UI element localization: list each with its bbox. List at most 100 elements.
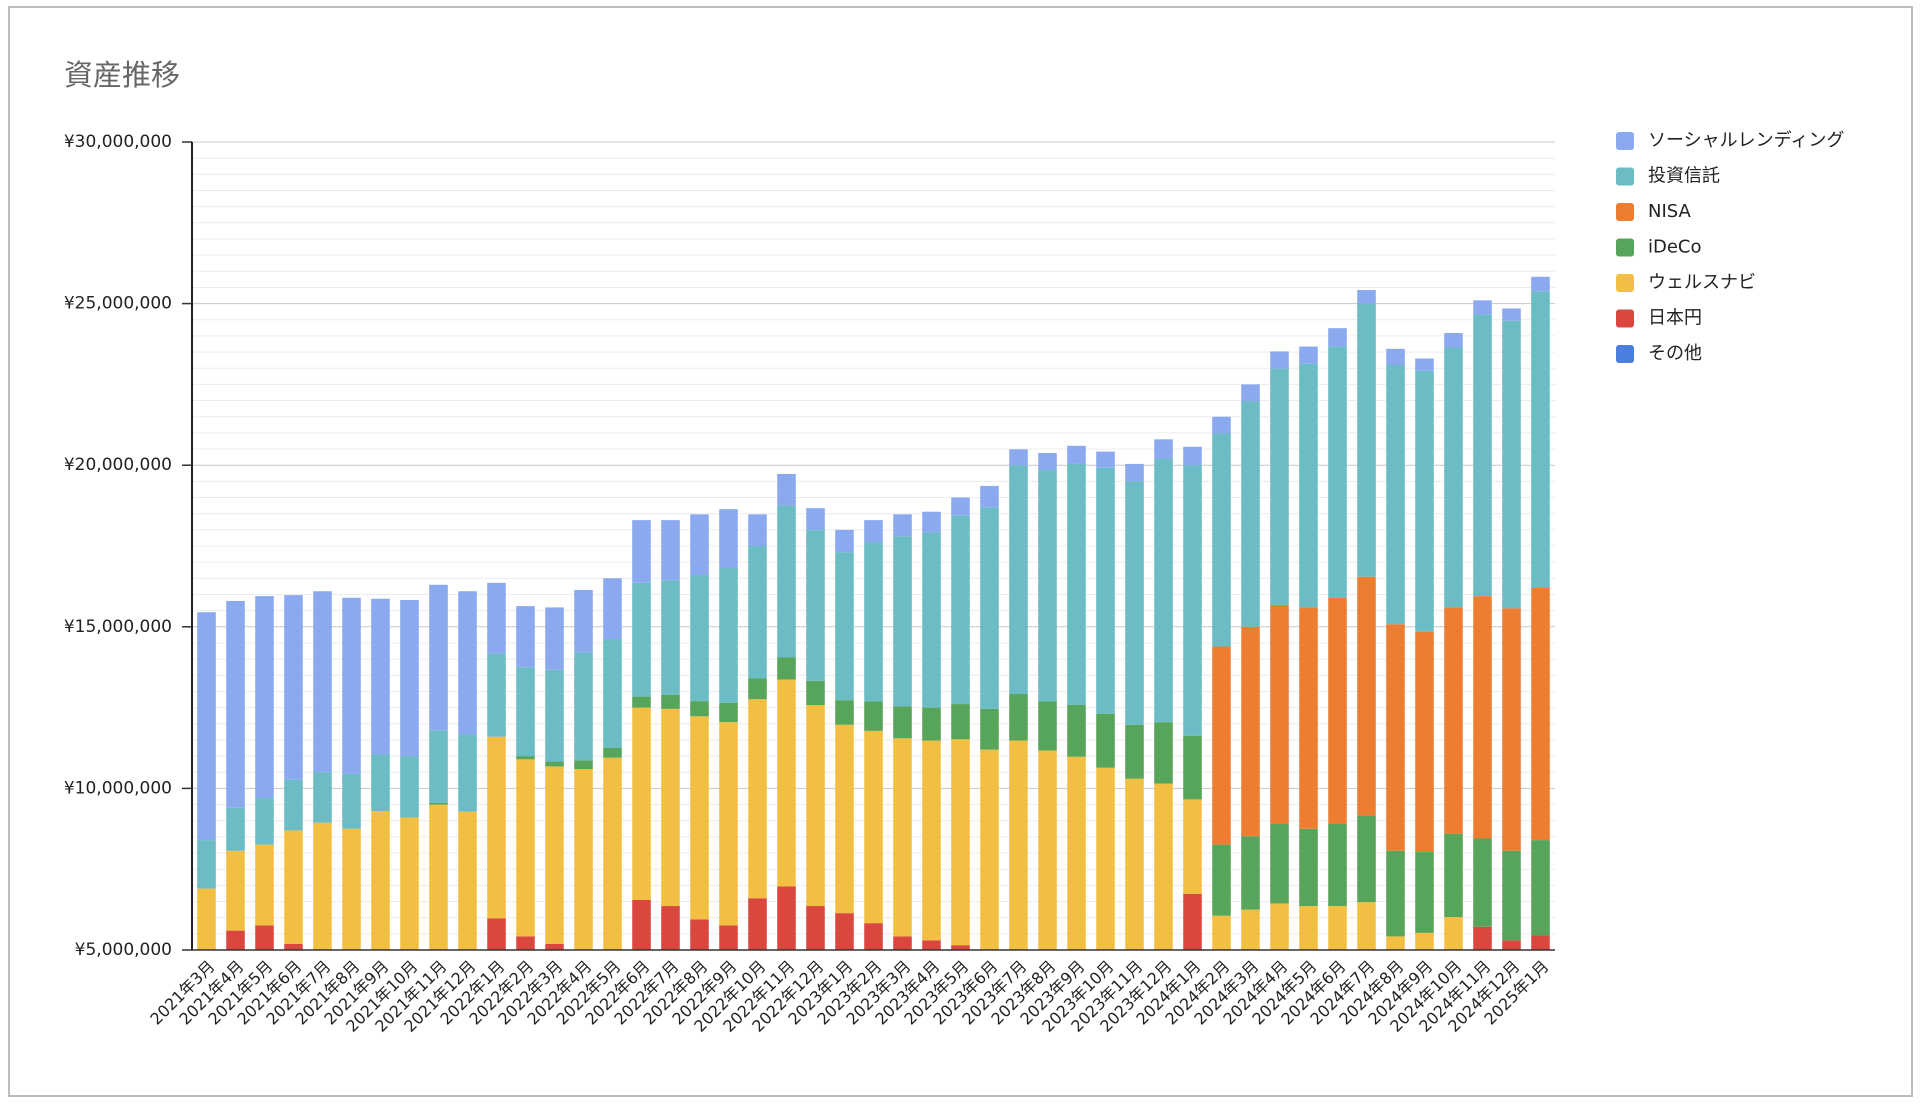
bar-segment: [980, 485, 999, 508]
bar-segment: [516, 667, 535, 757]
bar-segment: [922, 511, 941, 533]
bar-segment: [1328, 328, 1347, 347]
bar-segment: [980, 749, 999, 950]
bar-segment: [922, 940, 941, 950]
bar-segment: [1415, 370, 1434, 632]
bar-segment: [226, 600, 245, 808]
bar-segment: [284, 595, 303, 780]
bar-segment: [1502, 608, 1521, 851]
bar-segment: [806, 705, 825, 907]
bar-segment: [690, 575, 709, 702]
bar-segment: [487, 582, 506, 654]
bar-segment: [255, 798, 274, 845]
bar-segment: [545, 669, 564, 762]
bar-segment: [516, 606, 535, 668]
bar-segment: [1183, 893, 1202, 950]
bar-segment: [1212, 433, 1231, 647]
bar-segment: [835, 700, 854, 725]
bar-segment: [951, 945, 970, 950]
bar-segment: [284, 779, 303, 831]
bar-segment: [1270, 368, 1289, 605]
bar-segment: [1473, 838, 1492, 927]
bar-segment: [1299, 607, 1318, 829]
legend-swatch: [1616, 238, 1634, 257]
bar-segment: [1009, 449, 1028, 466]
bar-segment: [1241, 626, 1260, 837]
bar-segment: [429, 730, 448, 803]
bar-segment: [1009, 694, 1028, 741]
bar-segment: [690, 514, 709, 576]
bar-segment: [574, 652, 593, 761]
bar-segment: [1067, 445, 1086, 464]
bar-segment: [371, 754, 390, 812]
bar-segment: [429, 804, 448, 950]
bar-segment: [1038, 470, 1057, 702]
bar-segment: [1415, 932, 1434, 950]
bar-segment: [719, 722, 738, 926]
bar-segment: [574, 769, 593, 950]
bar-segment: [371, 598, 390, 755]
bar-segment: [1009, 740, 1028, 950]
bar-segment: [835, 913, 854, 950]
bar-segment: [255, 596, 274, 799]
bar-segment: [1125, 463, 1144, 482]
legend-label: 投資信託: [1648, 166, 1720, 187]
bar-segment: [603, 578, 622, 640]
bar-segment: [777, 473, 796, 506]
bar-segment: [1299, 828, 1318, 907]
bar-segment: [1154, 722, 1173, 784]
bar-segment: [516, 759, 535, 937]
bar-segment: [226, 930, 245, 950]
bar-segment: [922, 707, 941, 741]
bar-segment: [1357, 815, 1376, 903]
bar-segment: [893, 536, 912, 707]
bar-segment: [719, 925, 738, 950]
bar-segment: [1096, 713, 1115, 768]
bar-segment: [1357, 290, 1376, 304]
bar-segment: [1386, 348, 1405, 366]
bar-segment: [690, 716, 709, 920]
bar-segment: [1473, 596, 1492, 839]
bar-segment: [1067, 463, 1086, 706]
bar-segment: [893, 738, 912, 937]
bar-segment: [1444, 607, 1463, 834]
bar-segment: [1183, 446, 1202, 466]
bar-segment: [1067, 756, 1086, 950]
bar-segment: [487, 736, 506, 919]
bar-segment: [1183, 465, 1202, 736]
bar-segment: [1299, 363, 1318, 608]
bar-segment: [1328, 823, 1347, 907]
bar-segment: [661, 520, 680, 581]
y-tick-label: ¥5,000,000: [75, 940, 172, 960]
bar-segment: [487, 653, 506, 737]
bar-segment: [284, 943, 303, 950]
bar-segment: [690, 919, 709, 950]
bar-segment: [1299, 906, 1318, 950]
bar-segment: [1299, 346, 1318, 364]
bar-segment: [545, 766, 564, 944]
bar-segment: [1415, 631, 1434, 853]
bar-segment: [1096, 451, 1115, 468]
bar-segment: [1415, 358, 1434, 371]
bar-segment: [748, 546, 767, 679]
bar-segment: [255, 844, 274, 926]
bar-segment: [284, 830, 303, 944]
bar-segment: [1125, 724, 1144, 779]
bar-segment: [342, 773, 361, 829]
bar-segment: [951, 515, 970, 705]
bar-segment: [1212, 844, 1231, 916]
bar-segment: [864, 701, 883, 731]
legend-swatch: [1616, 309, 1634, 328]
bar-segment: [516, 756, 535, 760]
bar-segment: [1125, 481, 1144, 725]
bar-segment: [893, 936, 912, 950]
bar-segment: [1154, 459, 1173, 723]
bar-segment: [806, 906, 825, 950]
bar-segment: [1386, 936, 1405, 950]
bar-segment: [893, 706, 912, 739]
bar-segment: [951, 497, 970, 516]
chart-title: 資産推移: [64, 58, 180, 92]
bar-segment: [1328, 597, 1347, 824]
y-tick-label: ¥15,000,000: [64, 617, 172, 637]
